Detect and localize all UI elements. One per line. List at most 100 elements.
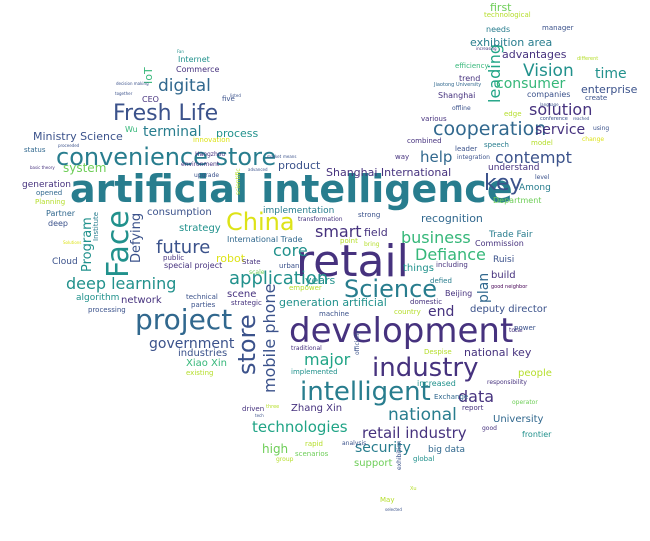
w-opened: opened [36, 189, 63, 197]
w-cloud: Cloud [52, 257, 78, 267]
w-retail-industry: retail industry [362, 424, 467, 442]
w-terminal: terminal [143, 124, 202, 140]
w-retail: retail [296, 236, 409, 287]
w-bring: bring [364, 241, 380, 248]
w-solution: solution [529, 100, 593, 119]
w-major: major [304, 350, 351, 369]
w-deputy-director: deputy director [470, 304, 548, 315]
w-big-data: big data [428, 445, 466, 455]
w-conference: conference [540, 116, 568, 122]
w-language: language [540, 102, 559, 107]
w-level: level [535, 174, 550, 181]
w-things: things [403, 263, 434, 274]
w-strong: strong [358, 211, 381, 219]
w-convenience-store: convenience store [56, 143, 277, 171]
w-tech: tech [255, 413, 264, 418]
w-innovation: innovation [193, 136, 230, 144]
w-cooperation: cooperation [433, 118, 547, 140]
w-recognition: recognition [421, 212, 483, 225]
w-model: model [531, 139, 553, 147]
w-national: national [388, 405, 457, 425]
w-artificial-intelligence: artificial intelligence [70, 167, 513, 211]
w-exhibition: exhibition [396, 440, 403, 470]
w-integration: integration [457, 154, 490, 161]
w-report: report [462, 404, 484, 412]
w-empower: empower [289, 284, 322, 292]
w-jiaotong-university: Jiaotong University [434, 82, 482, 88]
w-rapid: rapid [305, 440, 323, 448]
w-zhang-xin: Zhang Xin [291, 403, 343, 414]
w-traditional: traditional [291, 345, 322, 352]
w-plan: plan [476, 272, 492, 303]
w-intelligent: intelligent [300, 377, 431, 407]
w-future: future [156, 237, 211, 258]
w-fresh-life: Fresh Life [113, 101, 219, 126]
w-mobile-phone: mobile phone [260, 283, 279, 393]
w-algorithm: algorithm [76, 293, 120, 303]
w-university: University [493, 414, 544, 425]
w-change: change [582, 136, 605, 143]
w-key: key [484, 171, 523, 196]
w-product: product [278, 159, 321, 172]
w-means: means [283, 154, 297, 159]
w-state: State [242, 258, 261, 266]
w-responsibility: responsibility [487, 379, 527, 386]
w-xiao-xin: Xiao Xin [186, 358, 228, 369]
w-help: help [420, 148, 453, 166]
w-companies: companies [527, 90, 571, 99]
w-consumption: consumption [147, 207, 212, 218]
w-deep-learning: deep learning [66, 274, 177, 293]
w-defiance: Defiance [415, 245, 486, 264]
w-implemented: implemented [291, 368, 338, 376]
w-exhibition-area: exhibition area [470, 36, 553, 49]
w-china: China [226, 208, 295, 236]
w-smart: smart [315, 222, 362, 241]
w-three: three [266, 404, 280, 410]
w-needs: needs [486, 25, 511, 34]
w-increased: increased [417, 379, 456, 388]
w-transformation: transformation [298, 216, 343, 223]
w-ceo: CEO [142, 95, 159, 104]
w-deep: deep [48, 219, 68, 228]
w-first: first [490, 1, 512, 14]
w-edge: edge [504, 110, 522, 118]
w-high: high [262, 442, 289, 456]
w-institute: Institute [92, 211, 100, 241]
w-despise: Despise [424, 348, 452, 356]
w-existing: existing [186, 369, 214, 377]
w-exchange: Exchange [434, 393, 469, 401]
w-store: store [233, 314, 261, 375]
w-scale: scale [249, 269, 265, 276]
w-urban: urban [279, 262, 300, 270]
w-efficiency: efficiency [455, 62, 489, 70]
w-understand: understand [488, 163, 540, 173]
w-strategy: strategy [179, 223, 221, 234]
w-various: various [421, 115, 447, 123]
w-shanghai: Shanghai [438, 91, 476, 100]
w-system: system [63, 161, 107, 175]
w-upgrade: upgrade [194, 172, 220, 179]
w-generation-artificial: generation artificial [279, 296, 387, 309]
w-point: point [340, 237, 358, 245]
w-development: development [289, 311, 514, 351]
w-parties: parties [191, 301, 216, 309]
w-public: public [163, 254, 185, 262]
w-total: total [509, 327, 523, 334]
w-security: security [355, 440, 411, 456]
w-processing: processing [88, 306, 126, 314]
w-market: market [267, 154, 282, 159]
w-support: support [354, 458, 393, 469]
w-application: application [229, 268, 329, 289]
w-scientific: scientific [235, 168, 242, 195]
w-contempt: contempt [495, 148, 572, 167]
w-may: May [380, 496, 395, 504]
w-core: core [273, 241, 308, 260]
w-implementation: implementation [263, 206, 335, 216]
w-international-trade: International Trade [227, 235, 303, 244]
w-speech: speech [484, 141, 509, 149]
w-process: process [216, 127, 259, 140]
w-among: Among [519, 183, 551, 193]
w-commission: Commission [475, 239, 524, 248]
w-trade-fair: Trade Fair [489, 230, 533, 240]
w-basic-theory: basic theory [30, 165, 55, 170]
